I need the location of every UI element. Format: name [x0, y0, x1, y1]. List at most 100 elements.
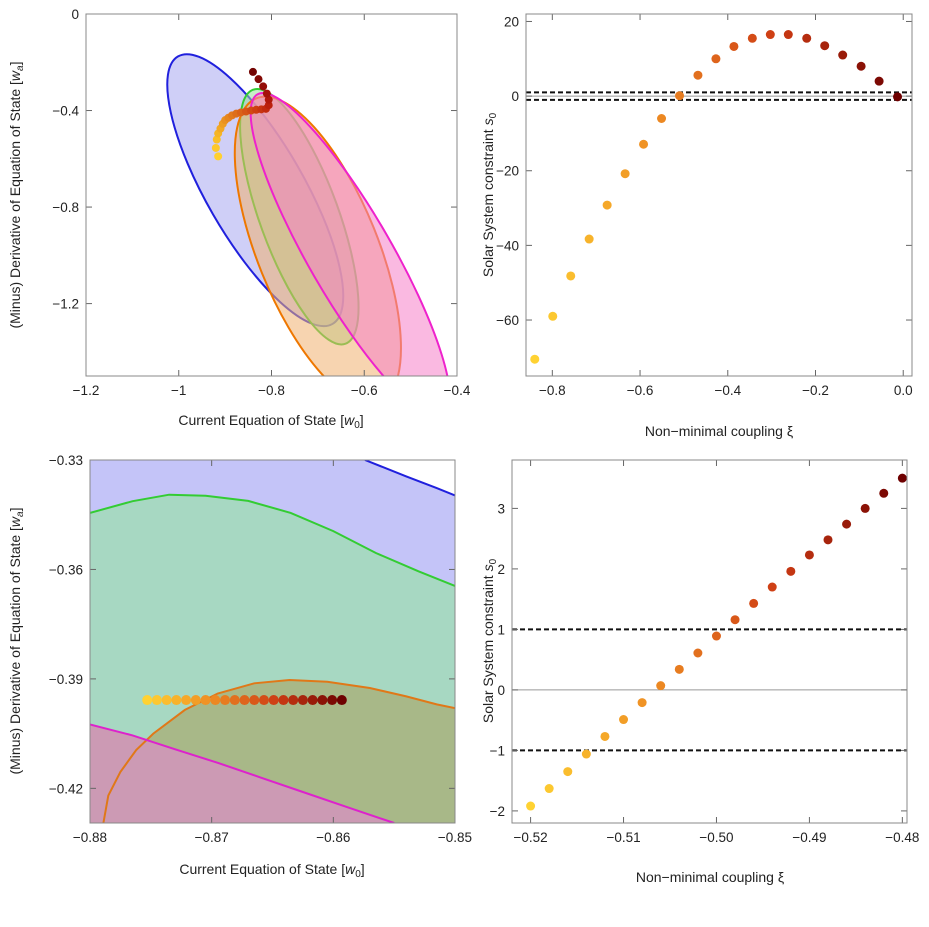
data-point — [639, 139, 649, 149]
data-point — [602, 200, 612, 210]
data-point — [566, 271, 576, 281]
data-point — [317, 695, 328, 706]
data-point — [190, 695, 201, 706]
data-point — [307, 695, 318, 706]
data-point — [262, 89, 271, 98]
x-tick-label: −0.8 — [539, 383, 566, 398]
x-tick-label: −0.50 — [699, 830, 733, 845]
x-tick-label: 0.0 — [894, 383, 913, 398]
x-tick-label: −0.8 — [258, 383, 285, 398]
data-point — [802, 33, 812, 43]
data-point — [897, 473, 907, 483]
data-point — [526, 801, 536, 811]
y-tick-label: 20 — [504, 14, 519, 29]
y-tick-label: −1 — [490, 743, 505, 758]
x-tick-label: −0.51 — [606, 830, 640, 845]
data-point — [893, 92, 903, 102]
y-tick-label: −20 — [496, 164, 519, 179]
data-point — [693, 648, 703, 658]
data-point — [544, 784, 554, 794]
data-point — [214, 152, 223, 161]
data-point — [161, 695, 172, 706]
data-point — [711, 54, 721, 64]
plot-frame — [89, 459, 456, 824]
y-axis-label: Solar System constraint s0 — [480, 558, 499, 723]
data-point — [268, 695, 279, 706]
plot-area — [90, 460, 455, 823]
data-point — [856, 61, 866, 71]
data-point — [258, 695, 269, 706]
contour-orange — [102, 678, 455, 823]
data-point — [783, 30, 793, 40]
data-point — [786, 566, 796, 576]
x-tick-label: −0.48 — [885, 830, 919, 845]
x-axis-label: Current Equation of State [w0] — [178, 412, 363, 431]
data-point — [563, 767, 573, 777]
plot-area — [512, 473, 907, 811]
plot-frame — [525, 13, 913, 377]
data-point — [297, 695, 308, 706]
y-tick-label: 3 — [497, 501, 505, 516]
x-tick-label: −0.2 — [802, 383, 829, 398]
region-magenta — [90, 724, 395, 823]
plot-frame — [511, 459, 908, 824]
data-point — [820, 41, 830, 51]
data-point — [211, 143, 220, 152]
y-axis-label: Solar System constraint s0 — [480, 112, 499, 277]
y-tick-label: −60 — [496, 313, 519, 328]
data-point — [229, 695, 240, 706]
data-point — [747, 33, 757, 43]
x-axis-label: Non−minimal coupling ξ — [636, 869, 784, 885]
data-point — [656, 681, 666, 691]
data-point — [767, 582, 777, 592]
y-tick-label: −0.33 — [49, 453, 83, 468]
data-point — [584, 234, 594, 244]
data-point — [765, 30, 775, 40]
y-tick-label: −0.36 — [49, 562, 83, 577]
data-point — [838, 50, 848, 60]
y-tick-label: −0.4 — [52, 104, 79, 119]
x-tick-label: −0.52 — [514, 830, 548, 845]
contour-magenta — [249, 92, 452, 376]
x-tick-label: −0.87 — [195, 830, 229, 845]
y-axis-label: (Minus) Derivative of Equation of State … — [7, 61, 26, 328]
data-point — [212, 135, 221, 144]
data-point — [171, 695, 182, 706]
y-axis-label: (Minus) Derivative of Equation of State … — [7, 507, 26, 774]
plot-area — [526, 30, 912, 364]
y-tick-label: 0 — [511, 89, 519, 104]
contour-green — [90, 493, 455, 587]
x-tick-label: −1 — [171, 383, 186, 398]
data-point — [581, 749, 591, 759]
data-point — [675, 91, 685, 101]
data-point — [151, 695, 162, 706]
data-point — [674, 664, 684, 674]
data-point — [278, 695, 289, 706]
data-point — [210, 695, 221, 706]
contour-magenta — [90, 723, 395, 823]
x-tick-label: −0.85 — [438, 830, 472, 845]
x-axis-label: Current Equation of State [w0] — [179, 861, 364, 880]
x-tick-label: −0.4 — [714, 383, 741, 398]
data-point — [874, 76, 884, 86]
data-point — [600, 731, 610, 741]
x-tick-label: −0.86 — [316, 830, 350, 845]
x-tick-label: −0.88 — [73, 830, 107, 845]
panel-top-left-w0-wa-contours: −1.2 −1 −0.8 −0.6 −0.4 0 −0.4 −0.8 −1.2 Current E… — [7, 7, 471, 431]
data-point — [264, 95, 273, 104]
plot-frame — [85, 13, 458, 377]
data-point — [657, 113, 667, 123]
data-point — [619, 715, 629, 725]
x-tick-label: −0.4 — [444, 383, 471, 398]
data-point — [248, 67, 257, 76]
x-tick-label: −0.6 — [627, 383, 654, 398]
data-point — [711, 631, 721, 641]
data-point — [823, 535, 833, 545]
data-point — [259, 82, 268, 91]
data-point — [530, 354, 540, 364]
data-point — [729, 41, 739, 51]
y-tick-label: 0 — [497, 683, 505, 698]
x-tick-label: −1.2 — [73, 383, 100, 398]
y-tick-label: −0.8 — [52, 200, 79, 215]
